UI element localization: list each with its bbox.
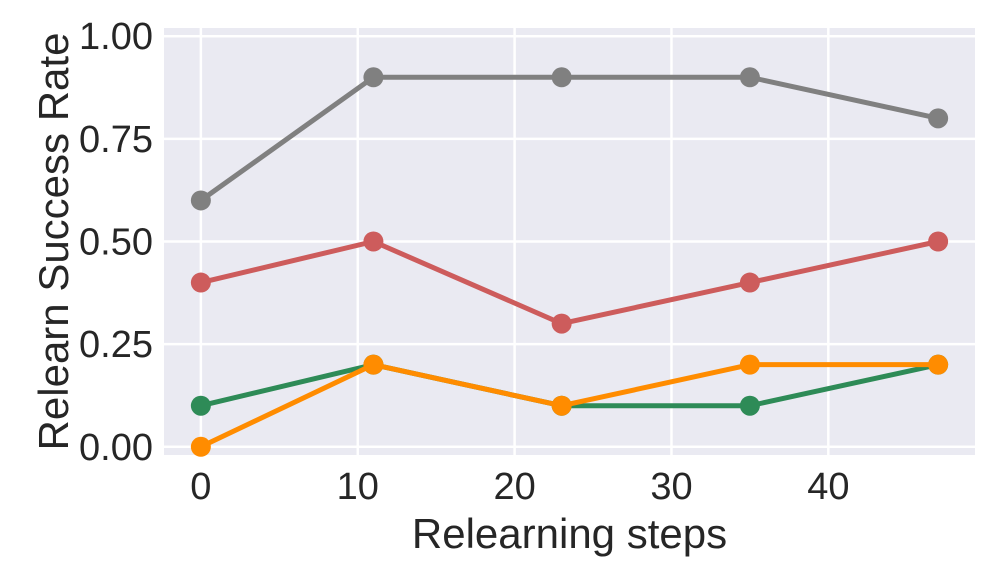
x-tick-label: 40 xyxy=(807,466,849,508)
series-3 xyxy=(190,354,949,457)
grid xyxy=(164,28,975,455)
data-point xyxy=(739,272,760,293)
data-point xyxy=(928,108,949,129)
tick-labels: 0 10 20 30 40 0.00 0.25 0.50 0.75 1.00 xyxy=(79,16,849,508)
y-tick-label: 0.25 xyxy=(79,324,153,366)
x-tick-label: 0 xyxy=(190,466,211,508)
data-point xyxy=(928,354,949,375)
data-point xyxy=(739,67,760,88)
data-point xyxy=(363,354,384,375)
series-layer xyxy=(190,67,949,457)
data-point xyxy=(739,395,760,416)
data-point xyxy=(363,231,384,252)
data-point xyxy=(739,354,760,375)
data-point xyxy=(551,395,572,416)
data-point xyxy=(190,395,211,416)
y-tick-label: 0.00 xyxy=(79,427,153,469)
y-tick-label: 1.00 xyxy=(79,16,153,58)
data-point xyxy=(190,190,211,211)
data-point xyxy=(363,67,384,88)
series-0 xyxy=(190,67,949,211)
series-1 xyxy=(190,231,949,334)
data-point xyxy=(551,67,572,88)
data-point xyxy=(928,231,949,252)
x-tick-label: 10 xyxy=(337,466,379,508)
y-tick-label: 0.75 xyxy=(79,119,153,161)
data-point xyxy=(551,313,572,334)
x-axis-label: Relearning steps xyxy=(412,510,727,557)
x-tick-label: 30 xyxy=(650,466,692,508)
y-axis-label: Relearn Success Rate xyxy=(30,33,77,451)
x-tick-label: 20 xyxy=(493,466,535,508)
y-tick-label: 0.50 xyxy=(79,222,153,264)
data-point xyxy=(190,272,211,293)
data-point xyxy=(190,436,211,457)
